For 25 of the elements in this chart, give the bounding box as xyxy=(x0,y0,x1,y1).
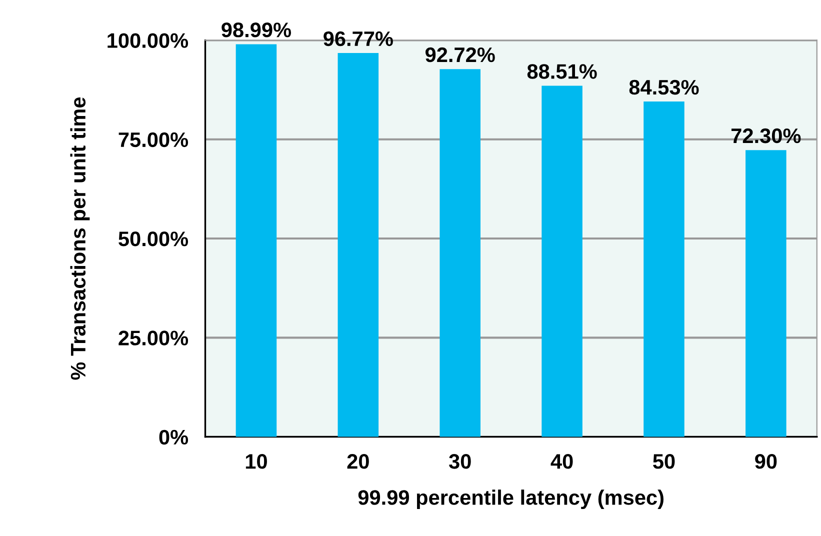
x-tick-label: 30 xyxy=(448,454,471,469)
bar xyxy=(338,53,379,437)
y-tick-label: 25.00% xyxy=(118,330,188,346)
bar xyxy=(644,102,684,437)
y-tick-label: 100.00% xyxy=(108,33,188,48)
x-axis-title: 99.99 percentile latency (msec) xyxy=(358,490,664,510)
y-tick-label: 50.00% xyxy=(118,232,188,246)
bar xyxy=(440,69,480,437)
bar xyxy=(236,44,277,437)
y-tick-label: 75.00% xyxy=(118,132,188,148)
x-tick-label: 40 xyxy=(550,454,573,469)
data-label: 92.72% xyxy=(426,47,495,62)
bar xyxy=(542,86,582,437)
y-axis-title: % Transactions per unit time xyxy=(70,97,90,380)
data-label: 88.51% xyxy=(527,64,597,79)
x-tick-label: 50 xyxy=(653,454,675,469)
data-label: 84.53% xyxy=(629,80,699,95)
data-label: 72.30% xyxy=(731,128,801,144)
x-tick-label: 20 xyxy=(347,454,369,469)
data-label: 98.99% xyxy=(222,22,292,38)
y-tick-label: 0% xyxy=(159,430,188,445)
data-label: 96.77% xyxy=(324,31,393,46)
x-tick-label: 90 xyxy=(755,454,777,469)
bar xyxy=(746,150,786,437)
x-tick-label: 10 xyxy=(246,454,267,469)
